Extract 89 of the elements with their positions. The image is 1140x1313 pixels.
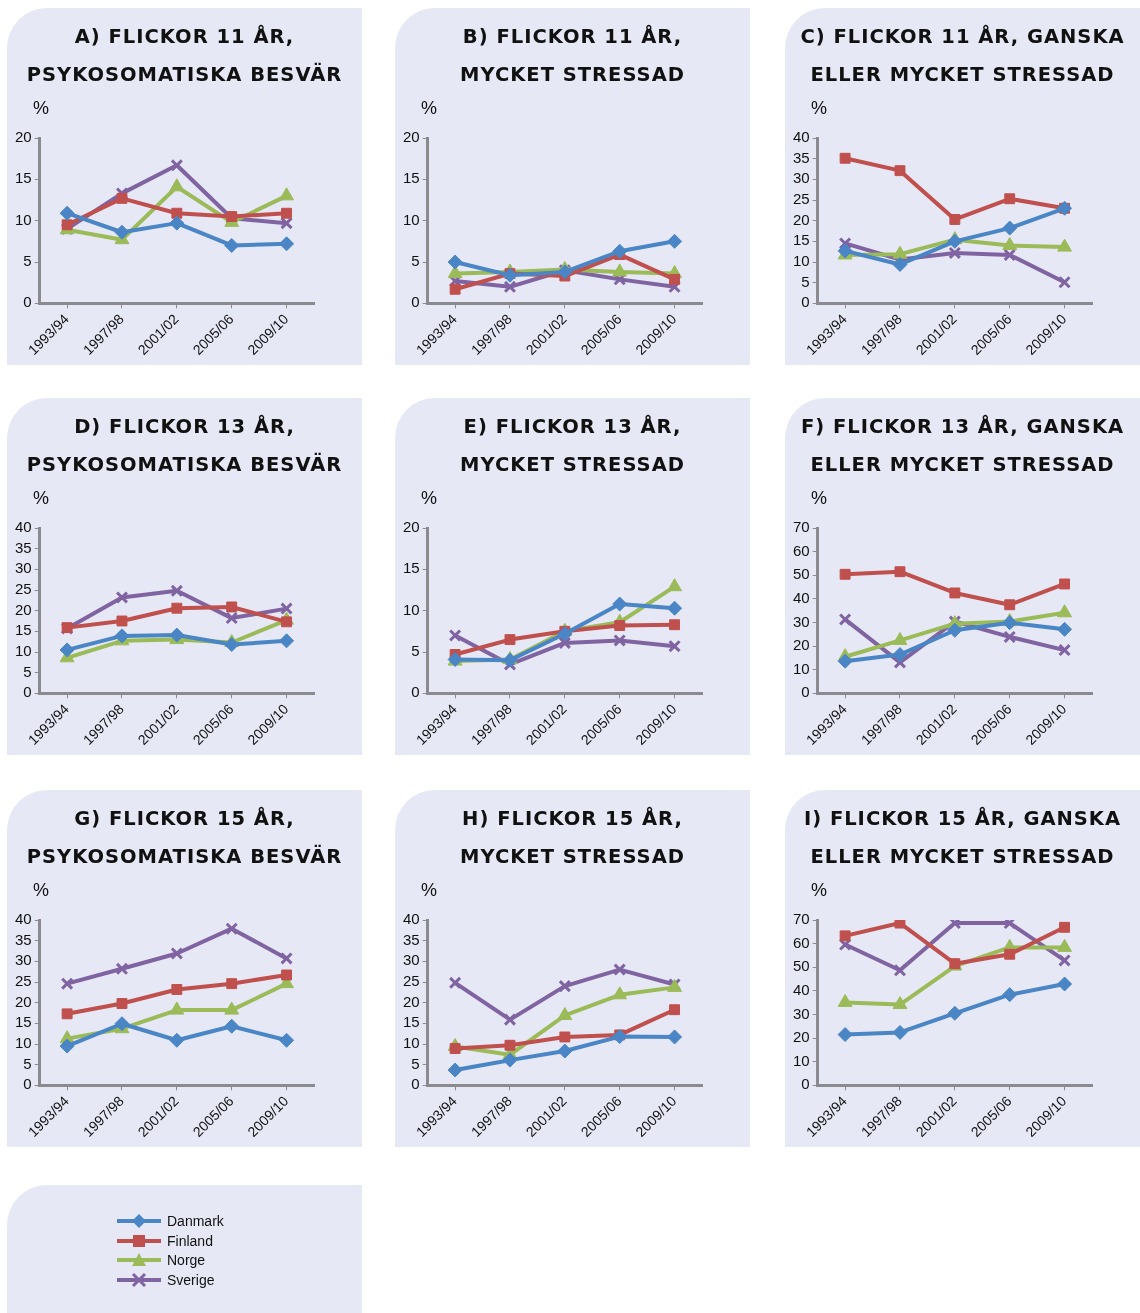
y-axis-title: % [421,880,438,901]
y-tick-label: 40 [793,128,810,146]
y-tick-label: 15 [403,169,420,187]
chart-title: G) FLICKOR 15 ÅR, PSYKOSOMATISKA BESVÄR [25,805,344,870]
y-tick-label: 0 [411,683,420,701]
y-tick-label: 35 [793,148,810,166]
y-tick-label: 30 [403,951,420,969]
y-tick-label: 5 [411,642,420,660]
y-tick-label: 10 [15,642,32,660]
y-tick-label: 15 [15,169,32,187]
y-tick-label: 10 [15,1034,32,1052]
y-tick-label: 10 [403,1034,420,1052]
y-tick-label: 0 [801,293,810,311]
y-tick-label: 35 [15,538,32,556]
y-tick-label: 35 [403,930,420,948]
y-tick-label: 0 [801,1075,810,1093]
y-tick-label: 60 [793,933,810,951]
y-axis-title: % [811,98,828,119]
y-tick-label: 0 [411,1075,420,1093]
y-tick-label: 10 [403,210,420,228]
y-tick-label: 0 [411,293,420,311]
y-tick-label: 40 [15,518,32,536]
legend-label: Danmark [167,1212,224,1231]
y-axis-title: % [421,488,438,509]
y-tick-label: 0 [23,293,32,311]
chart-title: D) FLICKOR 13 ÅR, PSYKOSOMATISKA BESVÄR [25,413,344,478]
y-tick-label: 15 [15,1013,32,1031]
y-tick-label: 20 [793,210,810,228]
y-tick-label: 20 [403,518,420,536]
chart-title: I) FLICKOR 15 ÅR, GANSKA ELLER MYCKET STRESSAD [802,805,1123,870]
y-tick-label: 0 [23,683,32,701]
y-axis-title: % [811,880,828,901]
y-tick-label: 20 [15,992,32,1010]
y-tick-label: 20 [793,1028,810,1046]
y-tick-label: 20 [403,992,420,1010]
y-tick-label: 15 [403,559,420,577]
y-tick-label: 15 [15,621,32,639]
y-tick-label: 20 [15,600,32,618]
y-tick-label: 50 [793,565,810,583]
y-tick-label: 30 [793,169,810,187]
y-axis-title: % [421,98,438,119]
y-tick-label: 70 [793,518,810,536]
y-tick-label: 40 [403,910,420,928]
y-tick-label: 25 [15,972,32,990]
y-tick-label: 30 [793,612,810,630]
y-tick-label: 70 [793,910,810,928]
chart-title: C) FLICKOR 11 ÅR, GANSKA ELLER MYCKET STRESSAD [799,23,1126,88]
y-axis-title: % [33,488,50,509]
y-tick-label: 10 [793,1051,810,1069]
y-tick-label: 10 [403,600,420,618]
y-tick-label: 15 [793,231,810,249]
y-tick-label: 20 [793,636,810,654]
chart-title: H) FLICKOR 15 ÅR, MYCKET STRESSAD [459,805,686,870]
y-tick-label: 5 [23,1054,32,1072]
chart-title: F) FLICKOR 13 ÅR, GANSKA ELLER MYCKET STRESSAD [799,413,1126,478]
y-axis-title: % [811,488,828,509]
y-tick-label: 5 [411,1054,420,1072]
y-tick-label: 25 [793,190,810,208]
y-tick-label: 5 [801,272,810,290]
y-axis-title: % [33,880,50,901]
chart-title: A) FLICKOR 11 ÅR, PSYKOSOMATISKA BESVÄR [25,23,344,88]
y-tick-label: 10 [793,659,810,677]
y-tick-label: 35 [15,930,32,948]
y-tick-label: 30 [15,951,32,969]
y-tick-label: 0 [23,1075,32,1093]
y-tick-label: 5 [411,252,420,270]
y-tick-label: 10 [15,210,32,228]
y-tick-label: 20 [15,128,32,146]
y-tick-label: 25 [15,580,32,598]
legend-label: Finland [167,1231,213,1251]
y-tick-label: 30 [793,1004,810,1022]
y-tick-label: 10 [793,252,810,270]
y-tick-label: 20 [403,128,420,146]
y-tick-label: 0 [801,683,810,701]
legend-label: Norge [167,1251,206,1270]
y-tick-label: 40 [15,910,32,928]
y-axis-title: % [33,98,50,119]
y-tick-label: 5 [23,662,32,680]
legend-label: Sverige [167,1270,215,1290]
y-tick-label: 60 [793,541,810,559]
chart-title: B) FLICKOR 11 ÅR, MYCKET STRESSAD [459,23,686,88]
y-tick-label: 40 [793,589,810,606]
chart-title: E) FLICKOR 13 ÅR, MYCKET STRESSAD [459,413,686,478]
y-tick-label: 5 [23,252,32,270]
y-tick-label: 30 [15,559,32,577]
y-tick-label: 25 [403,972,420,990]
y-tick-label: 50 [793,957,810,975]
y-tick-label: 40 [793,981,810,998]
y-tick-label: 15 [403,1013,420,1031]
